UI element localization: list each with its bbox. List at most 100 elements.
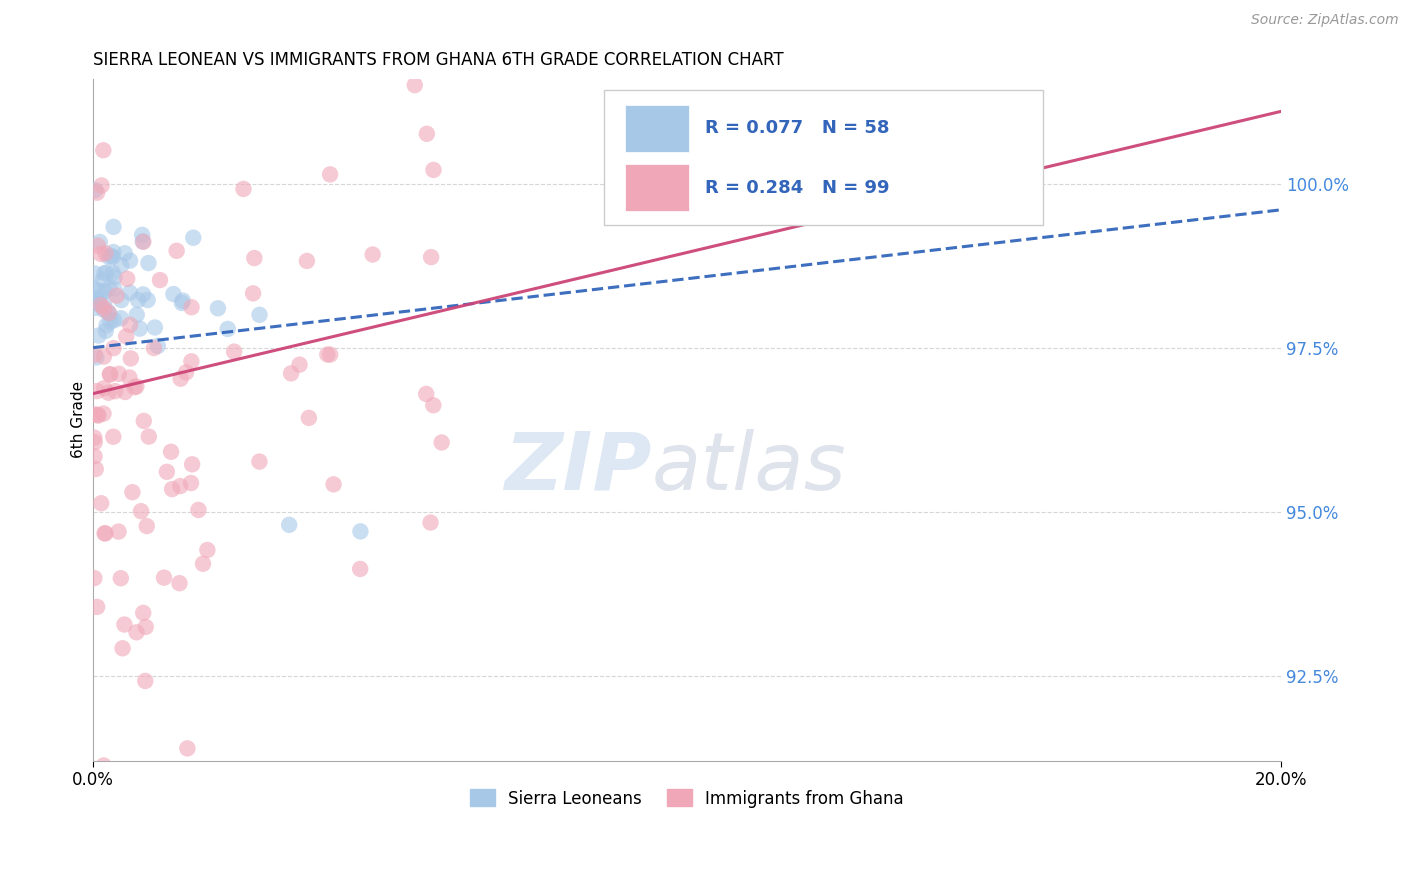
Point bbox=[107, 524, 129, 539]
Point bbox=[118, 370, 141, 384]
Text: R = 0.284   N = 99: R = 0.284 N = 99 bbox=[704, 178, 890, 197]
Point bbox=[295, 254, 318, 268]
Point bbox=[121, 485, 143, 500]
Point bbox=[101, 266, 124, 280]
Point bbox=[243, 251, 266, 265]
Point bbox=[93, 381, 115, 395]
Point bbox=[134, 673, 156, 688]
Point bbox=[127, 293, 149, 307]
Point bbox=[111, 641, 134, 656]
Point bbox=[149, 273, 172, 287]
Point bbox=[83, 571, 105, 585]
Point bbox=[103, 313, 125, 327]
Point bbox=[86, 283, 108, 297]
Legend: Sierra Leoneans, Immigrants from Ghana: Sierra Leoneans, Immigrants from Ghana bbox=[464, 782, 911, 814]
Point bbox=[249, 454, 271, 468]
Point bbox=[131, 227, 153, 242]
Point bbox=[169, 576, 191, 591]
Point bbox=[138, 256, 160, 270]
Point bbox=[94, 285, 117, 299]
Point bbox=[101, 250, 124, 264]
Point bbox=[176, 741, 198, 756]
Point bbox=[104, 270, 127, 285]
Point bbox=[132, 287, 155, 301]
Point bbox=[361, 247, 384, 261]
Point bbox=[430, 435, 453, 450]
Point bbox=[319, 168, 342, 182]
Point bbox=[84, 462, 107, 476]
Y-axis label: 6th Grade: 6th Grade bbox=[72, 381, 86, 458]
Point bbox=[162, 287, 184, 301]
Point bbox=[94, 292, 117, 306]
Point bbox=[156, 465, 179, 479]
Point bbox=[86, 186, 108, 200]
Point bbox=[98, 307, 121, 321]
Point bbox=[100, 249, 122, 263]
Point bbox=[89, 235, 111, 249]
Point bbox=[96, 304, 118, 318]
Point bbox=[181, 231, 204, 245]
Point bbox=[98, 281, 121, 295]
Point bbox=[415, 387, 437, 401]
Point bbox=[143, 320, 166, 334]
Point bbox=[146, 339, 169, 353]
Point bbox=[142, 341, 165, 355]
Point bbox=[108, 367, 131, 381]
Point bbox=[84, 183, 107, 197]
Point bbox=[90, 247, 112, 261]
Point bbox=[187, 503, 209, 517]
Point bbox=[288, 358, 311, 372]
Text: Source: ZipAtlas.com: Source: ZipAtlas.com bbox=[1251, 13, 1399, 28]
Point bbox=[103, 430, 125, 444]
Point bbox=[103, 219, 125, 234]
Point bbox=[125, 625, 148, 640]
Point bbox=[191, 557, 214, 571]
Point bbox=[207, 301, 229, 316]
Point bbox=[110, 258, 132, 272]
Point bbox=[115, 272, 138, 286]
FancyBboxPatch shape bbox=[626, 164, 689, 211]
Point bbox=[96, 318, 118, 333]
Point bbox=[420, 250, 443, 264]
Point bbox=[83, 431, 105, 445]
Point bbox=[169, 372, 191, 386]
Point bbox=[129, 504, 152, 518]
Point bbox=[98, 368, 121, 382]
Point bbox=[172, 293, 194, 308]
Point bbox=[160, 444, 183, 458]
Point bbox=[103, 341, 125, 355]
Point bbox=[170, 296, 193, 310]
Point bbox=[83, 435, 105, 450]
Point bbox=[135, 620, 157, 634]
Point bbox=[166, 244, 188, 258]
Point bbox=[112, 617, 135, 632]
Point bbox=[174, 365, 197, 379]
FancyBboxPatch shape bbox=[626, 104, 689, 152]
Point bbox=[118, 253, 141, 268]
Point bbox=[96, 266, 118, 280]
Point bbox=[110, 311, 132, 326]
Point bbox=[84, 267, 107, 281]
Text: R = 0.077   N = 58: R = 0.077 N = 58 bbox=[704, 120, 890, 137]
Point bbox=[115, 329, 138, 343]
Point bbox=[132, 414, 155, 428]
Point bbox=[278, 517, 301, 532]
Point bbox=[83, 407, 105, 421]
Point bbox=[195, 543, 218, 558]
Point bbox=[90, 178, 112, 193]
Point bbox=[128, 321, 150, 335]
Point bbox=[83, 348, 105, 362]
Point bbox=[93, 266, 115, 280]
Point bbox=[86, 599, 108, 614]
Point bbox=[124, 380, 146, 394]
Point bbox=[232, 182, 254, 196]
Point bbox=[87, 409, 110, 423]
Point bbox=[138, 429, 160, 443]
Point bbox=[93, 407, 115, 421]
Point bbox=[180, 300, 202, 314]
Point bbox=[84, 292, 107, 306]
Point bbox=[91, 273, 114, 287]
Point bbox=[103, 245, 125, 260]
Point bbox=[94, 526, 117, 541]
Point bbox=[89, 298, 111, 312]
